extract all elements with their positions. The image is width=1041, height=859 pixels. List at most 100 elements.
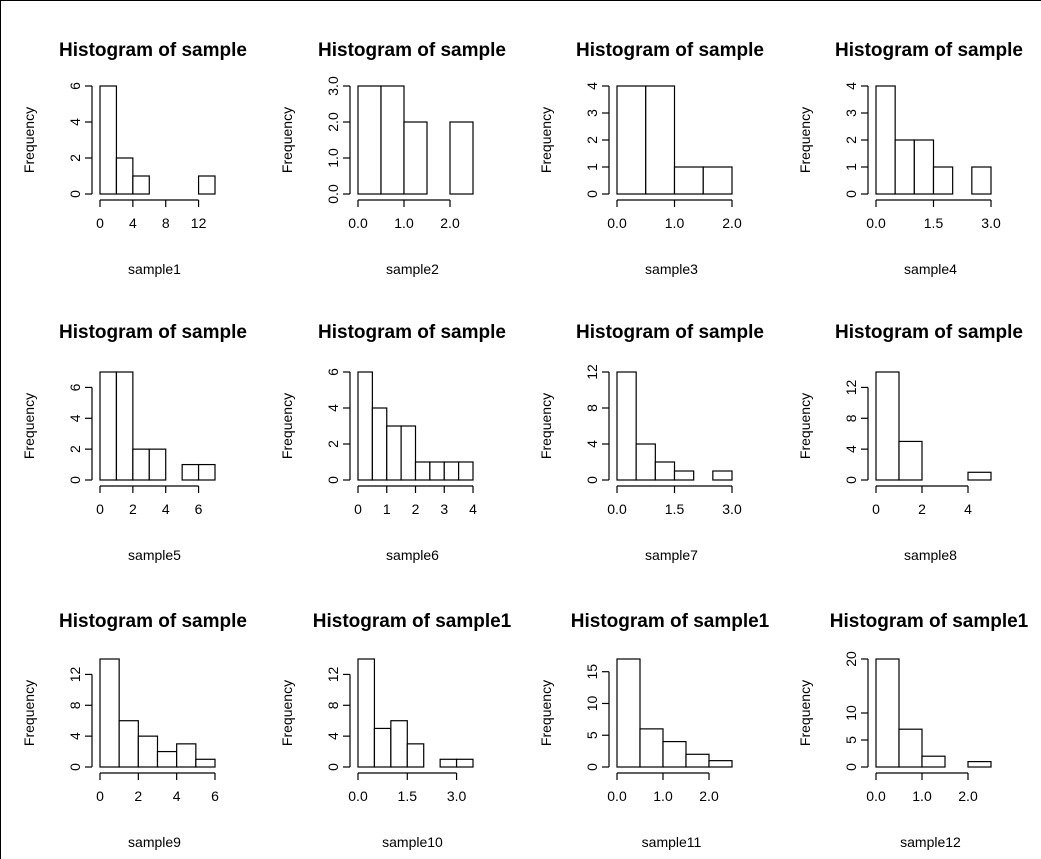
hist3-x-tick-label-3: 2.0 <box>722 215 742 231</box>
hist10-x-tick-label-2: 1.5 <box>398 788 418 804</box>
hist12-x-tick-label-1: 0.0 <box>866 788 886 804</box>
hist1-x-tick-label-3: 8 <box>162 215 170 231</box>
hist10-bar-3 <box>390 720 408 768</box>
hist12-title: Histogram of sample1 <box>830 611 1029 632</box>
hist9-y-tick-label-2: 4 <box>67 732 83 740</box>
hist1-bar-7 <box>197 175 216 195</box>
hist3-y-tick-label-3: 2 <box>584 136 600 144</box>
hist11-y-label: Frequency <box>538 680 554 746</box>
hist4-bar-6 <box>971 166 992 195</box>
hist7-y-tick-label-1: 0 <box>584 476 600 484</box>
hist10-y-tick-label-2: 4 <box>325 732 341 740</box>
hist2-title: Histogram of sample <box>318 40 506 61</box>
hist6-x-tick-label-3: 2 <box>412 501 420 517</box>
hist11-bar-4 <box>685 753 710 768</box>
hist11-x-label: sample11 <box>642 834 702 850</box>
hist4-y-label: Frequency <box>797 107 813 173</box>
hist7-x-label: sample7 <box>645 547 698 563</box>
hist2-bar-3 <box>403 121 428 195</box>
hist11-y-tick-label-2: 5 <box>584 731 600 739</box>
hist8-x-tick-label-1: 0 <box>872 501 880 517</box>
hist5-x-tick-label-2: 2 <box>129 501 137 517</box>
hist2-x-tick-label-1: 0.0 <box>348 215 368 231</box>
hist8-y-tick-label-1: 0 <box>843 476 859 484</box>
hist10-bar-2 <box>373 727 392 768</box>
hist8-title: Histogram of sample <box>835 322 1023 343</box>
hist11-bar-3 <box>662 740 687 768</box>
hist3-x-tick-label-1: 0.0 <box>607 215 627 231</box>
hist3-bar-1 <box>616 85 647 195</box>
hist4-x-tick-label-1: 0.0 <box>866 215 886 231</box>
hist8-bar-1 <box>875 371 900 481</box>
hist12-bar-1 <box>875 658 900 768</box>
hist1-x-tick-label-1: 0 <box>96 215 104 231</box>
hist10-x-tick-label-1: 0.0 <box>348 788 368 804</box>
hist2-bar-5 <box>449 121 474 195</box>
hist3-x-label: sample3 <box>645 261 698 277</box>
hist1-bar-2 <box>115 157 134 195</box>
hist6-x-tick-label-5: 4 <box>469 501 477 517</box>
hist10-y-tick-label-3: 8 <box>325 701 341 709</box>
hist1-title: Histogram of sample <box>59 40 247 61</box>
hist1-y-tick-label-1: 0 <box>67 190 83 198</box>
hist12-y-label: Frequency <box>797 680 813 746</box>
hist6-bar-8 <box>458 461 474 481</box>
hist11-title: Histogram of sample1 <box>571 611 770 632</box>
hist9-x-tick-label-1: 0 <box>96 788 104 804</box>
hist10-bar-1 <box>357 658 376 768</box>
hist8-bar-2 <box>898 440 923 481</box>
hist2-bar-2 <box>380 85 405 195</box>
hist4-y-tick-label-4: 3 <box>843 109 859 117</box>
hist9-y-label: Frequency <box>21 680 37 746</box>
hist1-x-tick-label-4: 12 <box>191 215 207 231</box>
hist5-y-tick-label-3: 4 <box>67 414 83 422</box>
hist11-bar-2 <box>639 728 664 768</box>
hist2-x-tick-label-3: 2.0 <box>440 215 460 231</box>
hist6-x-tick-label-4: 3 <box>440 501 448 517</box>
hist8-y-tick-label-4: 12 <box>843 379 859 395</box>
hist3-x-tick-label-2: 1.0 <box>665 215 685 231</box>
hist4-x-tick-label-3: 3.0 <box>981 215 1001 231</box>
hist3-y-tick-label-2: 1 <box>584 163 600 171</box>
hist7-x-tick-label-1: 0.0 <box>607 501 627 517</box>
hist10-y-label: Frequency <box>279 680 295 746</box>
hist1-bar-1 <box>99 85 118 195</box>
hist12-y-tick-label-2: 5 <box>843 736 859 744</box>
hist11-y-tick-label-3: 10 <box>584 695 600 711</box>
hist5-y-label: Frequency <box>21 393 37 459</box>
hist10-bar-7 <box>455 758 474 768</box>
hist3-y-label: Frequency <box>538 107 554 173</box>
hist5-bar-6 <box>181 463 200 481</box>
hist5-bar-3 <box>132 448 150 481</box>
hist3-title: Histogram of sample <box>576 40 764 61</box>
hist9-y-tick-label-4: 12 <box>67 666 83 682</box>
hist10-title: Histogram of sample1 <box>313 611 512 632</box>
hist6-y-tick-label-2: 2 <box>325 440 341 448</box>
hist9-bar-1 <box>99 658 120 768</box>
hist9-bar-6 <box>195 758 216 768</box>
hist4-y-tick-label-3: 2 <box>843 136 859 144</box>
hist7-title: Histogram of sample <box>576 322 764 343</box>
hist2-y-tick-label-3: 2.0 <box>325 112 341 132</box>
hist7-bar-3 <box>654 461 676 481</box>
hist9-bar-2 <box>118 720 139 768</box>
hist9-y-tick-label-1: 0 <box>67 763 83 771</box>
hist1-y-tick-label-4: 6 <box>67 82 83 90</box>
hist9-bar-5 <box>176 743 197 768</box>
hist9-x-label: sample9 <box>128 834 181 850</box>
hist6-y-tick-label-1: 0 <box>325 476 341 484</box>
hist1-y-tick-label-3: 4 <box>67 118 83 126</box>
hist6-x-label: sample6 <box>386 547 439 563</box>
hist8-bar-5 <box>967 471 992 481</box>
hist7-bar-6 <box>712 470 733 481</box>
hist4-x-label: sample4 <box>904 261 957 277</box>
hist9-x-tick-label-3: 4 <box>173 788 181 804</box>
hist10-bar-6 <box>439 758 458 768</box>
hist5-bar-1 <box>99 371 118 481</box>
hist8-x-tick-label-3: 4 <box>964 501 972 517</box>
hist5-y-tick-label-4: 6 <box>67 383 83 391</box>
hist7-y-tick-label-3: 8 <box>584 404 600 412</box>
hist6-bar-7 <box>443 461 460 481</box>
hist6-x-tick-label-2: 1 <box>383 501 391 517</box>
